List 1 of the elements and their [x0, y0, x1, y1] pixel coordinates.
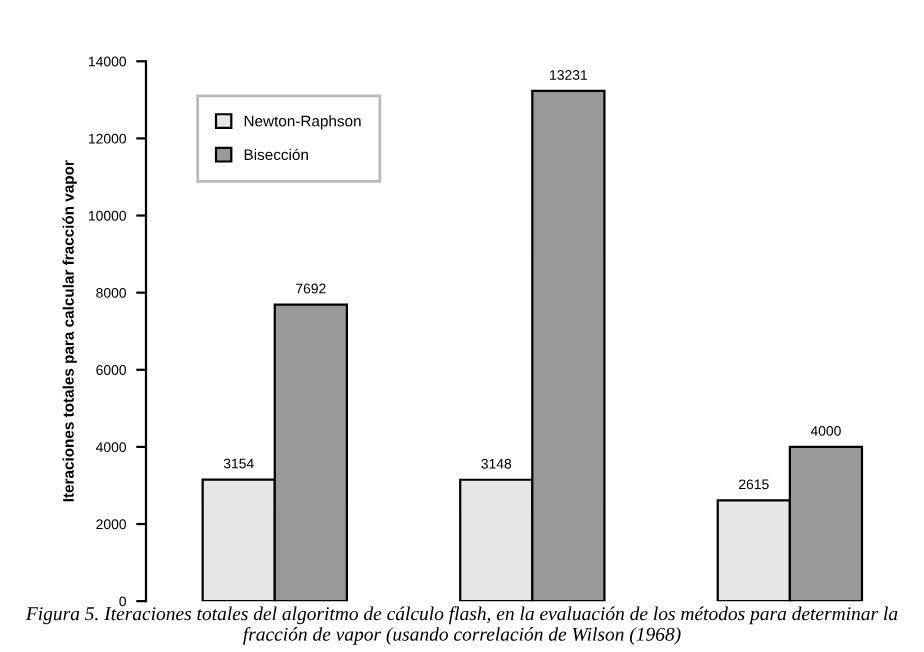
text: Figura 5. Iteraciones totales del algoritmo de cálculo flash, en la evaluación de los métodos para determinar la fracción de vapor (usando correlación de Wilson (1968)	[25, 606, 898, 645]
